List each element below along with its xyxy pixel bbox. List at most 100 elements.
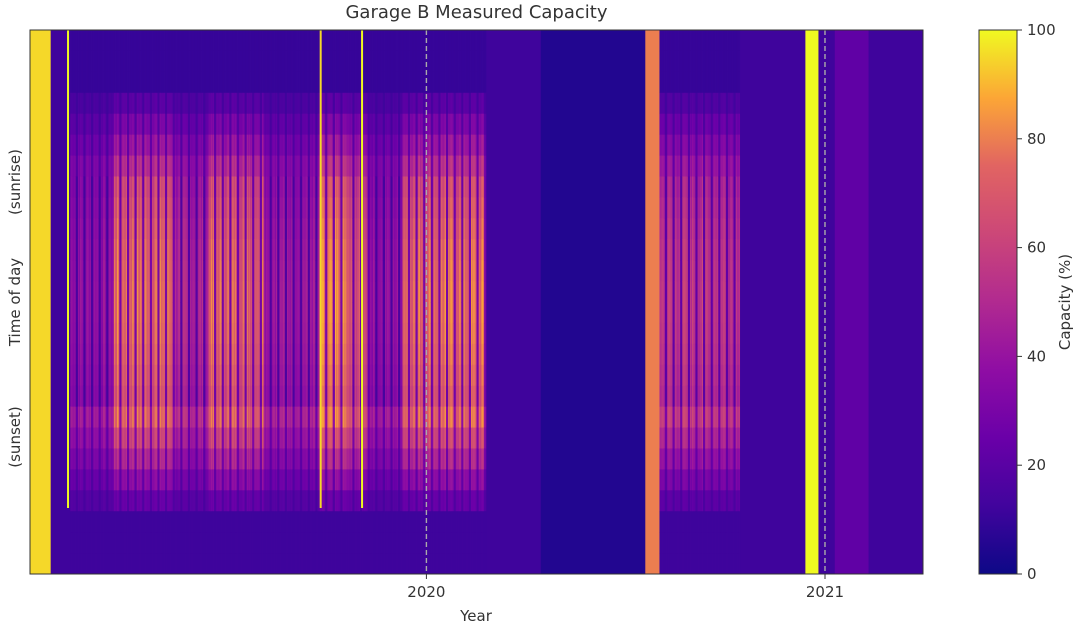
heatmap-cell xyxy=(161,364,164,387)
heatmap-cell xyxy=(184,92,187,115)
heatmap-cell xyxy=(71,197,73,219)
heatmap-cell xyxy=(249,281,252,303)
heatmap-cell xyxy=(276,553,278,574)
heatmap-cell xyxy=(112,448,115,470)
heatmap-cell xyxy=(179,71,181,94)
heatmap-cell xyxy=(195,239,198,261)
heatmap-cell xyxy=(275,343,277,366)
heatmap-cell xyxy=(183,385,186,408)
heatmap-cell xyxy=(241,322,243,345)
heatmap-cell xyxy=(198,448,201,470)
heatmap-cell xyxy=(124,302,127,324)
heatmap-cell xyxy=(110,197,113,219)
heatmap-cell xyxy=(161,427,164,449)
heatmap-cell xyxy=(207,343,209,366)
heatmap-cell xyxy=(244,50,247,73)
heatmap-cell xyxy=(220,218,223,240)
heatmap-cell xyxy=(221,532,224,554)
heatmap-cell xyxy=(253,385,255,408)
heatmap-cell xyxy=(113,511,116,533)
heatmap-cell xyxy=(205,553,207,574)
heatmap-cell xyxy=(216,239,218,261)
heatmap-cell xyxy=(153,239,155,261)
heatmap-cell xyxy=(246,92,249,115)
heatmap-cell xyxy=(243,92,245,115)
heatmap-cell xyxy=(235,176,238,198)
heatmap-cell xyxy=(74,30,77,52)
heatmap-cell xyxy=(183,490,186,512)
heatmap-cell xyxy=(268,50,270,73)
heatmap-cell xyxy=(157,490,159,512)
heatmap-cell xyxy=(113,30,116,52)
heatmap-cell xyxy=(197,113,200,136)
heatmap-cell xyxy=(133,490,135,512)
heatmap-cell xyxy=(264,511,266,533)
heatmap-cell xyxy=(211,50,214,73)
heatmap-cell xyxy=(185,71,188,94)
heatmap-cell xyxy=(154,469,156,491)
heatmap-cell xyxy=(109,511,111,533)
heatmap-cell xyxy=(166,553,168,574)
heatmap-cell xyxy=(227,197,229,219)
heatmap-cell xyxy=(221,490,224,512)
heatmap-cell xyxy=(121,92,123,115)
heatmap-cell xyxy=(264,427,266,449)
heatmap-cell xyxy=(148,218,151,240)
heatmap-cell xyxy=(215,260,217,282)
heatmap-cell xyxy=(158,30,160,52)
heatmap-cell xyxy=(95,92,97,115)
heatmap-cell xyxy=(70,469,72,491)
heatmap-cell xyxy=(95,30,97,52)
heatmap-cell xyxy=(80,260,82,282)
heatmap-cell xyxy=(271,155,274,177)
heatmap-cell xyxy=(118,30,120,52)
heatmap-cell xyxy=(113,71,116,94)
heatmap-cell xyxy=(266,260,268,282)
heatmap-cell xyxy=(134,343,137,366)
heatmap-cell xyxy=(266,532,268,554)
heatmap-cell xyxy=(179,490,181,512)
heatmap-cell xyxy=(215,385,217,408)
heatmap-cell xyxy=(217,364,219,387)
heatmap-cell xyxy=(169,176,171,198)
heatmap-cell xyxy=(153,532,155,554)
heatmap-cell xyxy=(266,511,268,533)
heatmap-cell xyxy=(131,448,133,470)
heatmap-cell xyxy=(276,50,278,73)
heatmap-cell xyxy=(81,469,83,491)
heatmap-cell xyxy=(113,239,116,261)
heatmap-cell xyxy=(161,50,164,73)
heatmap-cell xyxy=(183,197,186,219)
heatmap-cell xyxy=(70,490,72,512)
heatmap-cell xyxy=(269,92,272,115)
heatmap-cell xyxy=(193,197,195,219)
heatmap-cell xyxy=(227,322,229,345)
heatmap-cell xyxy=(163,92,166,115)
heatmap-cell xyxy=(139,385,142,408)
heatmap-cell xyxy=(162,50,165,73)
heatmap-cell xyxy=(86,322,89,345)
heatmap-cell xyxy=(128,427,130,449)
heatmap-cell xyxy=(109,176,111,198)
heatmap-cell xyxy=(193,322,195,345)
heatmap-cell xyxy=(231,218,233,240)
heatmap-cell xyxy=(185,281,188,303)
heatmap-cell xyxy=(90,302,93,324)
heatmap-cell xyxy=(135,469,138,491)
heatmap-cell xyxy=(167,511,169,533)
heatmap-cell xyxy=(181,30,183,52)
heatmap-cell xyxy=(184,50,187,73)
heatmap-cell xyxy=(221,176,224,198)
heatmap-cell xyxy=(200,71,203,94)
heatmap-cell xyxy=(245,364,248,387)
heatmap-cell xyxy=(216,448,218,470)
heatmap-cell xyxy=(265,490,267,512)
heatmap-cell xyxy=(221,71,224,94)
heatmap-cell xyxy=(264,50,266,73)
heatmap-cell xyxy=(50,30,71,574)
heatmap-cell xyxy=(190,532,192,554)
heatmap-cell xyxy=(242,197,244,219)
heatmap-cell xyxy=(219,92,221,115)
heatmap-cell xyxy=(277,134,279,156)
heatmap-cell xyxy=(224,532,227,554)
